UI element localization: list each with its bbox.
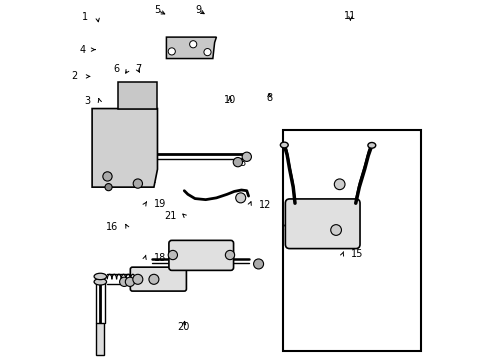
Circle shape [120,277,129,287]
FancyBboxPatch shape [169,240,234,270]
Circle shape [133,179,143,188]
Circle shape [331,225,342,235]
Circle shape [253,259,264,269]
Polygon shape [118,82,157,109]
Text: 9: 9 [196,5,201,15]
Circle shape [105,184,112,191]
Circle shape [204,49,211,56]
Text: 8: 8 [266,93,272,103]
Text: 12: 12 [259,200,271,210]
Text: 20: 20 [177,322,190,332]
Text: 11: 11 [344,12,357,21]
Ellipse shape [280,142,288,148]
Bar [283,130,421,351]
Text: 21: 21 [164,211,176,221]
Text: 1: 1 [82,13,89,22]
Text: 6: 6 [113,64,119,74]
Text: 3: 3 [85,96,91,107]
Text: 13: 13 [235,158,247,168]
Circle shape [233,157,243,167]
Circle shape [334,179,345,190]
Circle shape [236,193,245,203]
Text: 2: 2 [72,71,78,81]
Text: 18: 18 [154,253,166,263]
Circle shape [103,172,112,181]
Text: 19: 19 [154,199,166,209]
Text: 17: 17 [100,168,112,179]
Text: 5: 5 [154,5,161,15]
Polygon shape [92,109,157,187]
Circle shape [133,274,143,284]
Text: 14: 14 [311,215,323,225]
Ellipse shape [94,273,107,280]
Text: 10: 10 [224,95,236,105]
Text: 7: 7 [135,64,141,74]
Ellipse shape [94,279,107,285]
Circle shape [149,274,159,284]
Text: 15: 15 [351,249,364,259]
FancyBboxPatch shape [130,267,186,291]
Circle shape [225,250,235,260]
Circle shape [190,41,197,48]
Circle shape [168,250,177,260]
Bar [96,323,103,355]
FancyBboxPatch shape [285,199,360,249]
Circle shape [242,152,251,161]
Text: 4: 4 [80,45,86,55]
Text: 16: 16 [106,222,118,232]
Circle shape [125,277,135,287]
Polygon shape [167,37,217,59]
Ellipse shape [368,143,376,148]
Circle shape [168,48,175,55]
